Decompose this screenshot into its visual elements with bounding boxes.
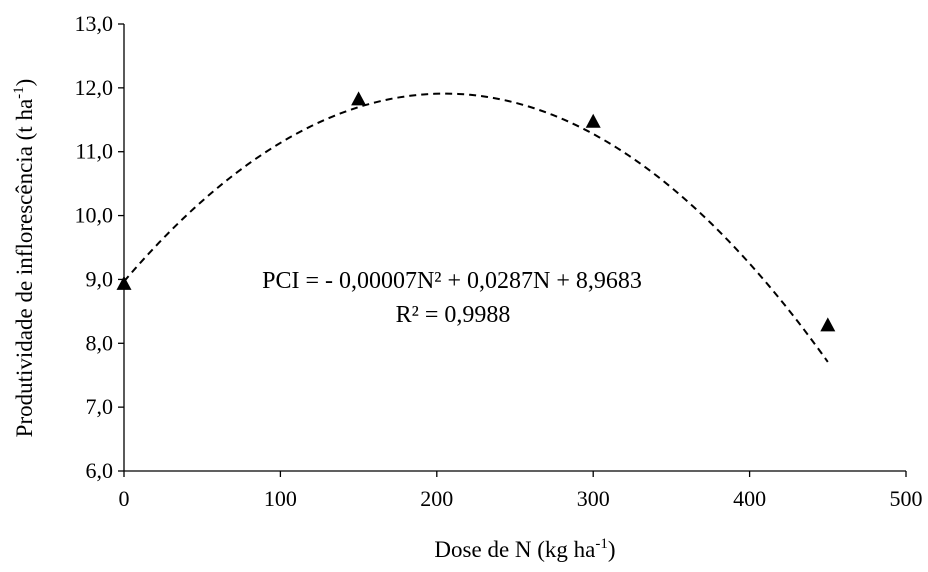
data-point-triangle [820, 317, 836, 332]
x-tick-label: 400 [733, 486, 766, 511]
y-tick-label: 8,0 [86, 330, 114, 355]
x-tick-label: 300 [577, 486, 610, 511]
x-axis-title: Dose de N (kg ha-1) [434, 536, 615, 562]
equation-label: PCI = - 0,00007N² + 0,0287N + 8,9683 [262, 268, 642, 294]
x-tick-label: 0 [119, 486, 130, 511]
data-points [116, 91, 836, 332]
y-tick-label: 11,0 [75, 139, 113, 164]
y-tick-label: 12,0 [75, 75, 114, 100]
y-axis-title: Produtividade de inflorescência (t ha-1) [11, 79, 37, 438]
y-tick-label: 9,0 [86, 266, 114, 291]
x-tick-label: 100 [264, 486, 297, 511]
x-tick-label: 200 [420, 486, 453, 511]
axes [123, 24, 906, 472]
data-point-triangle [351, 91, 367, 106]
x-ticks: 0 100 200 300 400 500 [119, 471, 923, 511]
y-tick-label: 6,0 [86, 458, 114, 483]
y-tick-label: 7,0 [86, 394, 114, 419]
y-tick-label: 13,0 [75, 11, 114, 36]
data-point-triangle [116, 275, 132, 290]
data-point-triangle [585, 113, 601, 128]
y-tick-label: 10,0 [75, 203, 114, 228]
x-tick-label: 500 [890, 486, 923, 511]
trendline-group [123, 92, 829, 363]
trendline [123, 92, 829, 363]
y-ticks: 6,0 7,0 8,0 9,0 10,0 11,0 12,0 13,0 [75, 11, 124, 483]
r-squared-label: R² = 0,9988 [396, 302, 511, 328]
